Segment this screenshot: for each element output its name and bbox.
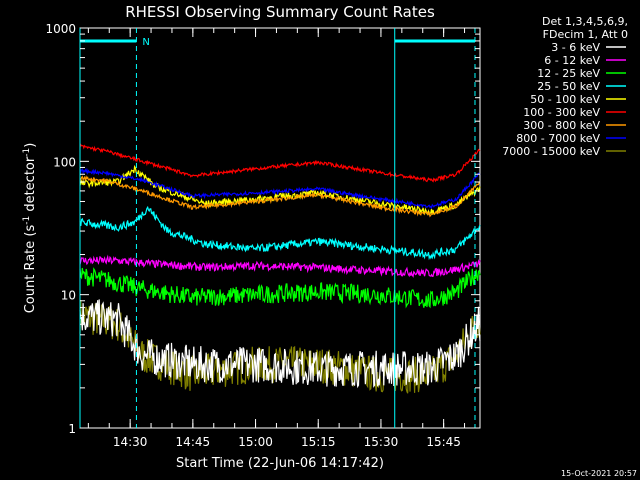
series-line-25-50kev <box>79 205 481 261</box>
y-label-sup-1: -1 <box>22 216 32 225</box>
marker-layer: N <box>79 28 476 428</box>
series-line-50-100kev <box>79 164 481 216</box>
x-tick-label: 14:45 <box>176 435 211 449</box>
x-tick-label: 15:45 <box>426 435 461 449</box>
y-tick-label: 100 <box>53 155 76 169</box>
x-axis-label: Start Time (22-Jun-06 14:17:42) <box>176 456 384 471</box>
legend-entry-label: 100 - 300 keV <box>523 106 600 119</box>
y-label-sup-2: -1 <box>22 148 32 157</box>
series-line-800-7000kev <box>79 167 481 210</box>
legend-entry-label: 7000 - 15000 keV <box>502 145 600 158</box>
series-line-6-12kev <box>79 254 481 278</box>
legend-entry-label: 50 - 100 keV <box>530 93 600 106</box>
legend-entry-label: 12 - 25 keV <box>537 67 600 80</box>
legend-entry-label: 25 - 50 keV <box>537 80 600 93</box>
series-layer <box>79 143 481 394</box>
y-label-end: ) <box>23 143 38 148</box>
legend-header-line: Det 1,3,4,5,6,9, <box>542 15 628 28</box>
series-line-300-800kev <box>79 174 481 218</box>
y-tick-label: 1000 <box>45 22 76 36</box>
flag-label: N <box>142 37 149 48</box>
tick-layer: 1 10 100 1000 14:30 14:45 15:00 15:15 15:30 15:45 <box>45 22 480 449</box>
y-label-main: Count Rate (s <box>23 225 38 314</box>
x-tick-label: 15:30 <box>364 435 399 449</box>
y-axis-label: Count Rate (s-1 detector-1) <box>22 143 38 314</box>
legend-entry-label: 6 - 12 keV <box>544 54 600 67</box>
y-tick-label: 1 <box>68 422 76 436</box>
x-tick-label: 15:00 <box>238 435 273 449</box>
series-line-3-6kev <box>79 299 481 389</box>
legend-entry-label: 800 - 7000 keV <box>516 132 600 145</box>
legend: Det 1,3,4,5,6,9,FDecim 1, Att 03 - 6 keV… <box>502 15 628 158</box>
legend-header-line: FDecim 1, Att 0 <box>543 28 628 41</box>
footer-timestamp: 15-Oct-2021 20:57 <box>561 469 637 478</box>
legend-entry-label: 300 - 800 keV <box>523 119 600 132</box>
y-label-mid: detector <box>23 156 38 216</box>
y-tick-label: 10 <box>61 289 76 303</box>
chart-title: RHESSI Observing Summary Count Rates <box>125 3 435 21</box>
series-line-100-300kev <box>79 143 481 183</box>
series-line-12-25kev <box>79 267 481 309</box>
x-tick-label: 14:30 <box>113 435 148 449</box>
x-tick-label: 15:15 <box>301 435 336 449</box>
legend-entry-label: 3 - 6 keV <box>551 41 600 54</box>
